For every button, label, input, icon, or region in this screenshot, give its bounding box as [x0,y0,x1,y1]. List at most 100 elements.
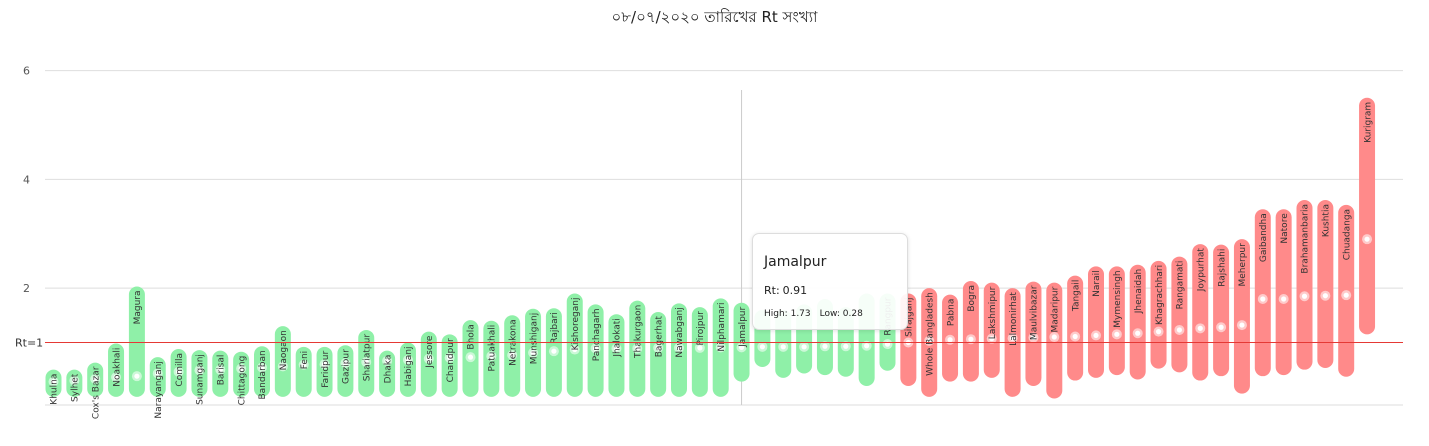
category-label: Whole Bangladesh [925,292,935,376]
rt-marker [155,370,161,377]
category-label: Nilphamari [717,302,727,351]
rt-marker [1301,293,1308,299]
range-bar [1171,256,1188,373]
category-label: Naogaon [279,330,289,370]
range-bar [316,346,333,397]
chart-title: ০৮/০৭/২০২০ তারিখের Rt সংখ্যা [611,8,818,26]
range-bar [1129,264,1146,380]
rt-marker [196,367,203,373]
category-label: Lakshmipur [988,286,998,339]
range-bar [1088,266,1104,378]
category-label: Khagrachhari [1155,265,1165,325]
category-label: Gazipur [342,349,352,384]
category-label: Barisal [217,355,227,386]
range-bar [1233,239,1250,394]
category-label: Sunamganj [196,354,206,405]
range-bar [1067,275,1084,381]
rt-marker [697,345,703,351]
rt-marker [989,336,995,342]
category-label: Jhenaidah [1134,269,1144,315]
category-label: Sirajganj [905,298,915,337]
category-label: Bhola [467,324,477,349]
y-tick-label: 4 [23,173,30,186]
rt-marker [1135,330,1141,336]
rt-marker [634,345,640,352]
rt-marker [71,377,77,384]
category-label: Maulvibazar [1030,285,1040,340]
range-bar [337,345,354,397]
range-bar [1150,260,1167,369]
rt-marker [572,346,578,353]
range-bar [1213,244,1230,377]
rt-marker [676,345,682,351]
rt-marker [718,344,724,350]
category-label: Magura [133,290,143,324]
rt-marker [1093,332,1099,339]
category-label: Feni [300,351,310,369]
tooltip-rt-label: Rt: [764,284,780,297]
rt-marker [1322,293,1328,299]
category-label: Madaripur [1051,286,1061,332]
tooltip-range: High: 1.73 Low: 0.28 [764,309,863,319]
rt-marker [217,367,223,373]
rt-marker [1239,322,1245,328]
range-bar [233,351,250,397]
rt-marker [1010,335,1016,341]
rt-marker [1343,292,1349,298]
category-label: Khulna [50,374,60,405]
rt-marker [1176,327,1182,333]
rt-marker [780,344,786,350]
category-label: Jamalpur [738,306,748,347]
rt-marker [92,376,98,382]
range-bar [650,312,667,397]
rt-marker [530,350,536,356]
category-label: Chittagong [237,356,247,406]
category-label: Kishoreganj [571,298,581,351]
range-bar [420,331,437,397]
range-bar [108,343,125,397]
rt-marker [759,344,766,350]
rt-marker [447,355,453,361]
category-label: Cox's Bazar [91,366,101,419]
category-label: Nawabganj [675,307,685,357]
category-label: Pabna [946,299,956,326]
tooltip-low-value: 0.28 [842,309,863,319]
rt-marker [551,348,557,354]
category-label: Comilla [175,353,185,387]
rt-marker [1114,331,1120,337]
category-label: Thakurgaon [634,305,644,359]
rt-marker [342,360,348,366]
rt-marker [405,357,411,363]
category-label: Rangamati [1176,261,1186,310]
rt-marker [593,345,599,352]
tooltip-low-label: Low: [819,309,840,319]
range-bar [1192,244,1209,381]
category-label: Brahamanbaria [1301,204,1311,274]
range-bar [1296,200,1313,370]
category-label: Dhaka [383,355,393,384]
category-label: Panchagarh [592,308,602,361]
tooltip-high-value: 1.73 [790,309,811,319]
category-label: Meherpur [1238,243,1248,287]
rt-marker [1218,324,1224,330]
rt-marker [384,358,390,364]
category-label: Bogra [967,285,977,312]
tooltip: Jamalpur Rt: 0.91 High: 1.73 Low: 0.28 [752,233,908,330]
range-bar [608,314,625,397]
rt-marker [280,363,286,369]
rt-marker [488,353,494,359]
category-label: Bagerhat [654,316,664,358]
category-label: Rajbari [550,312,560,344]
rt-marker [947,337,953,343]
rt-marker [738,344,745,350]
rt-marker [1364,236,1370,242]
rt-marker [655,345,661,351]
rt-marker [843,343,849,349]
range-bar [1317,200,1334,369]
range-bar [1275,209,1292,376]
rt-marker [613,345,620,352]
range-bar [1254,209,1271,377]
threshold-label: Rt=1 [15,336,43,349]
category-label: Noakhali [112,348,122,387]
